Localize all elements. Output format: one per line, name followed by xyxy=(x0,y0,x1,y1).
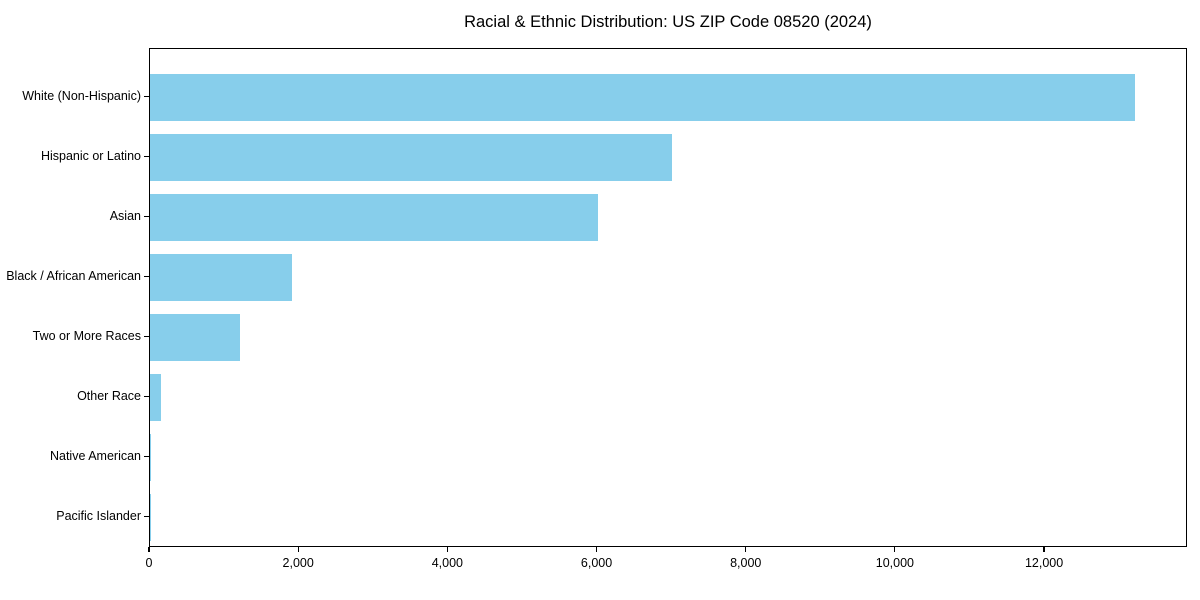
y-tick-label: Native American xyxy=(49,449,141,464)
y-tick-label: Pacific Islander xyxy=(56,509,141,524)
y-tick-label: Black / African American xyxy=(6,269,141,284)
y-tick-mark xyxy=(144,515,149,517)
x-tick-mark xyxy=(148,547,150,552)
chart-title: Racial & Ethnic Distribution: US ZIP Cod… xyxy=(464,13,872,31)
bar xyxy=(150,133,673,181)
x-tick-label: 8,000 xyxy=(730,556,762,570)
x-tick-label: 0 xyxy=(145,556,153,570)
bar xyxy=(150,253,292,301)
bar xyxy=(150,313,240,361)
x-tick-label: 6,000 xyxy=(580,556,613,570)
x-tick-label: 10,000 xyxy=(875,556,914,570)
y-tick-label: Two or More Races xyxy=(32,329,141,344)
x-tick-label: 2,000 xyxy=(282,556,314,570)
bar xyxy=(150,73,1135,121)
y-tick-mark xyxy=(144,215,149,217)
y-tick-mark xyxy=(144,275,149,277)
x-tick-mark xyxy=(1043,547,1045,552)
y-tick-mark xyxy=(144,455,149,457)
x-tick-mark xyxy=(446,547,448,552)
x-tick-mark xyxy=(894,547,896,552)
y-tick-mark xyxy=(144,155,149,157)
x-tick-mark xyxy=(297,547,299,552)
y-tick-label: Other Race xyxy=(77,389,141,404)
bar xyxy=(150,433,152,481)
x-tick-label: 4,000 xyxy=(431,556,463,570)
y-tick-label: Asian xyxy=(109,209,141,224)
x-tick-mark xyxy=(595,547,598,552)
y-tick-mark xyxy=(144,95,149,97)
plot-area xyxy=(149,48,1187,547)
bar xyxy=(150,193,598,241)
x-tick-label: 12,000 xyxy=(1024,556,1064,570)
y-tick-label: Hispanic or Latino xyxy=(40,149,141,164)
x-tick-mark xyxy=(745,547,747,552)
bar xyxy=(150,373,162,421)
y-tick-label: White (Non-Hispanic) xyxy=(22,89,141,104)
y-tick-mark xyxy=(144,335,149,337)
y-tick-mark xyxy=(144,395,149,397)
